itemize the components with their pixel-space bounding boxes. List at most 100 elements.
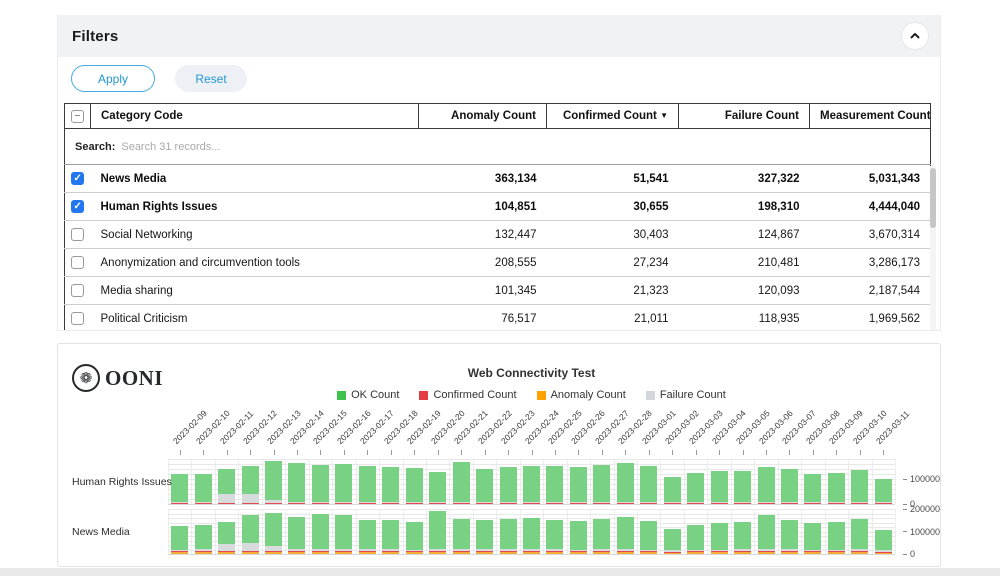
table-row[interactable]: Social Networking 132,447 30,403 124,867 3,6… (64, 221, 931, 249)
collapse-filters-button[interactable] (902, 23, 928, 49)
legend-item: Failure Count (645, 389, 726, 401)
bar-segment (523, 551, 540, 554)
cell-confirmed: 30,655 (633, 200, 669, 213)
ooni-logo: ❁ OONI (72, 364, 163, 392)
bar-segment (311, 501, 329, 503)
apply-button[interactable]: Apply (71, 65, 155, 92)
bar-segment (687, 503, 705, 504)
bar-segment (757, 501, 775, 503)
bar-segment (523, 466, 540, 502)
vertical-gridline (285, 459, 287, 504)
bar-segment (265, 500, 283, 503)
bar-segment (241, 515, 259, 543)
bar-segment (499, 549, 517, 551)
bar-segment (616, 463, 634, 502)
row-checkbox[interactable] (71, 228, 85, 241)
scrollbar-thumb[interactable] (930, 168, 936, 228)
row-checkbox[interactable]: ✓ (71, 200, 85, 213)
legend-swatch-icon (645, 390, 655, 400)
x-axis-tick (390, 450, 392, 455)
bar-segment (335, 551, 353, 554)
row-checkbox[interactable] (71, 312, 85, 325)
x-axis-tick (250, 450, 252, 455)
bar-segment (265, 461, 283, 501)
row-checkbox[interactable]: ✓ (71, 172, 85, 185)
table-row[interactable]: ✓ Human Rights Issues 104,851 30,655 198,310… (64, 193, 931, 221)
ooni-wordmark: OONI (105, 365, 164, 390)
vertical-gridline (402, 459, 404, 504)
vertical-gridline (332, 459, 334, 504)
legend-item: Anomaly Count (536, 389, 626, 401)
x-axis-tick (766, 450, 768, 455)
cell-confirmed: 30,403 (633, 228, 669, 241)
horizontal-gridline (168, 513, 895, 515)
bar-segment (546, 551, 564, 554)
y-axis-tick (903, 508, 907, 510)
y-axis-label: 100000 (903, 527, 940, 537)
bar-segment (546, 501, 564, 503)
column-header-category-code[interactable]: Category Code (90, 103, 419, 129)
table-row[interactable]: Political Criticism 76,517 21,011 118,935 1,… (65, 305, 931, 331)
x-axis-tick (672, 450, 674, 455)
bar-segment (335, 549, 353, 551)
x-axis-tick (203, 450, 205, 455)
cell-measurement: 2,187,544 (868, 284, 920, 297)
bar-segment (382, 467, 400, 502)
bar-segment (218, 522, 236, 545)
table-scrollbar[interactable] (930, 166, 936, 330)
header-checkbox-cell: – (64, 103, 91, 129)
vertical-gridline (449, 459, 451, 504)
x-axis-tick (226, 450, 228, 455)
bar-segment (288, 501, 306, 503)
bar-segment (663, 503, 681, 504)
bar-segment (358, 549, 376, 552)
bar-segment (476, 469, 494, 502)
search-input[interactable] (121, 140, 422, 153)
table-row[interactable]: Media sharing 101,345 21,323 120,093 2,187,5… (64, 277, 931, 305)
y-axis-value: 0 (910, 499, 916, 509)
column-header-confirmed-count[interactable]: Confirmed Count ▼ (546, 103, 679, 129)
row-checkbox[interactable] (71, 284, 85, 297)
vertical-gridline (590, 459, 592, 504)
column-header-anomaly-count[interactable]: Anomaly Count (418, 103, 547, 129)
legend-swatch-icon (536, 390, 546, 400)
cell-failure: 198,310 (757, 200, 800, 213)
legend-label: Failure Count (659, 389, 726, 401)
bar-segment (804, 549, 822, 552)
column-header-measurement-count[interactable]: Measurement Count (809, 103, 931, 129)
table-row[interactable]: ✓ News Media 363,134 51,541 327,322 5,031,343 (64, 165, 931, 193)
bar-segment (734, 471, 752, 502)
bar-segment (804, 503, 822, 504)
bar-segment (405, 503, 423, 504)
bar-segment (476, 551, 494, 554)
vertical-gridline (543, 459, 545, 504)
bar-segment (523, 518, 540, 550)
search-label: Search: (75, 140, 116, 153)
row-checkbox[interactable] (71, 256, 85, 269)
vertical-gridline (707, 459, 709, 504)
bar-segment (640, 520, 658, 550)
row-checkbox-cell (65, 277, 91, 305)
vertical-gridline (379, 459, 381, 504)
bar-segment (827, 503, 845, 504)
bar-segment (593, 518, 611, 550)
bar-segment (546, 466, 564, 502)
vertical-gridline (261, 459, 263, 504)
bar-segment (476, 503, 494, 504)
x-axis-tick (367, 450, 369, 455)
bar-segment (499, 518, 517, 550)
vertical-gridline (308, 459, 310, 504)
table-row[interactable]: Anonymization and circumvention tools 208… (64, 249, 931, 277)
cell-measurement: 1,969,562 (868, 312, 920, 325)
bar-segment (851, 503, 869, 504)
vertical-gridline (496, 459, 498, 504)
column-header-failure-count[interactable]: Failure Count (678, 103, 810, 129)
select-all-checkbox[interactable]: – (71, 109, 84, 123)
bar-segment (405, 468, 423, 502)
bar-segment (311, 503, 329, 504)
bar-segment (218, 544, 236, 552)
reset-button[interactable]: Reset (175, 65, 247, 92)
x-axis-tick (508, 450, 510, 455)
bar-segment (546, 520, 564, 550)
horizontal-gridline (168, 459, 895, 460)
